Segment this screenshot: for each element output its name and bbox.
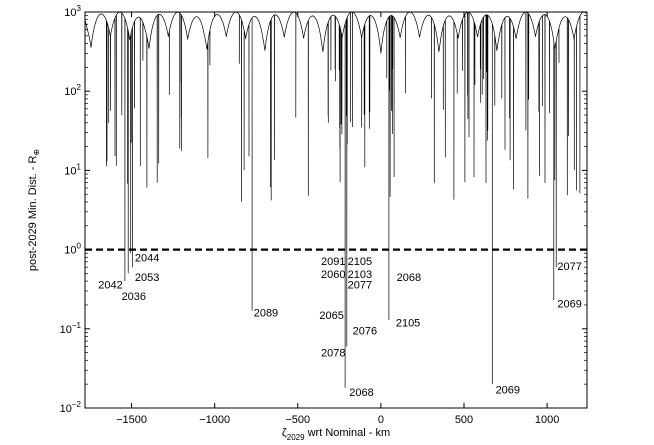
- y-tick-label: 10−2: [60, 400, 82, 415]
- y-tick-label: 103: [64, 4, 81, 19]
- annotation-year-label: 2065: [319, 310, 343, 322]
- annotation-year-label: 2077: [557, 261, 581, 273]
- annotation-year-label: 2042: [98, 280, 122, 292]
- x-tick-label: 0: [378, 414, 384, 426]
- x-tick-label: −1000: [199, 414, 230, 426]
- annotation-year-label: 2069: [496, 385, 520, 397]
- distance-curve-group: [84, 11, 587, 388]
- axis-ticks-group: −1500 −1000 −500 0 500 1000 10−2 10−1 100 101 102 1…: [60, 4, 587, 426]
- y-tick-label: 101: [64, 162, 81, 177]
- annotation-year-label: 2078: [321, 348, 345, 360]
- annotation-year-label: 2060: [321, 269, 345, 281]
- annotation-year-label: 2091: [321, 256, 345, 268]
- y-tick-label: 10−1: [60, 321, 82, 336]
- y-tick-label: 100: [64, 242, 81, 257]
- x-tick-label: 1000: [535, 414, 559, 426]
- x-tick-label: −1500: [116, 414, 147, 426]
- y-axis-title: post-2029 Min. Dist. - R⊕: [27, 149, 41, 271]
- x-tick-label: 500: [455, 414, 473, 426]
- annotation-year-label: 2077: [348, 280, 372, 292]
- x-tick-label: −500: [285, 414, 310, 426]
- x-axis-title: ζ2029 wrt Nominal - km: [282, 427, 390, 442]
- annotation-year-label: 2068: [349, 387, 373, 399]
- plot-frame: [84, 11, 588, 409]
- annotation-year-label: 2044: [135, 252, 159, 264]
- annotation-year-label: 2068: [397, 272, 421, 284]
- y-tick-label: 102: [64, 83, 81, 98]
- annotation-year-label: 2036: [122, 291, 146, 303]
- annotation-year-label: 2089: [254, 308, 278, 320]
- distance-curve: [84, 11, 587, 388]
- annotation-year-label: 2069: [557, 298, 581, 310]
- annotation-year-label: 2053: [135, 272, 159, 284]
- annotation-year-label: 2105: [348, 256, 372, 268]
- annotation-year-label: 2103: [348, 269, 372, 281]
- annotation-year-label: 2105: [396, 318, 420, 330]
- annotation-year-label: 2076: [353, 326, 377, 338]
